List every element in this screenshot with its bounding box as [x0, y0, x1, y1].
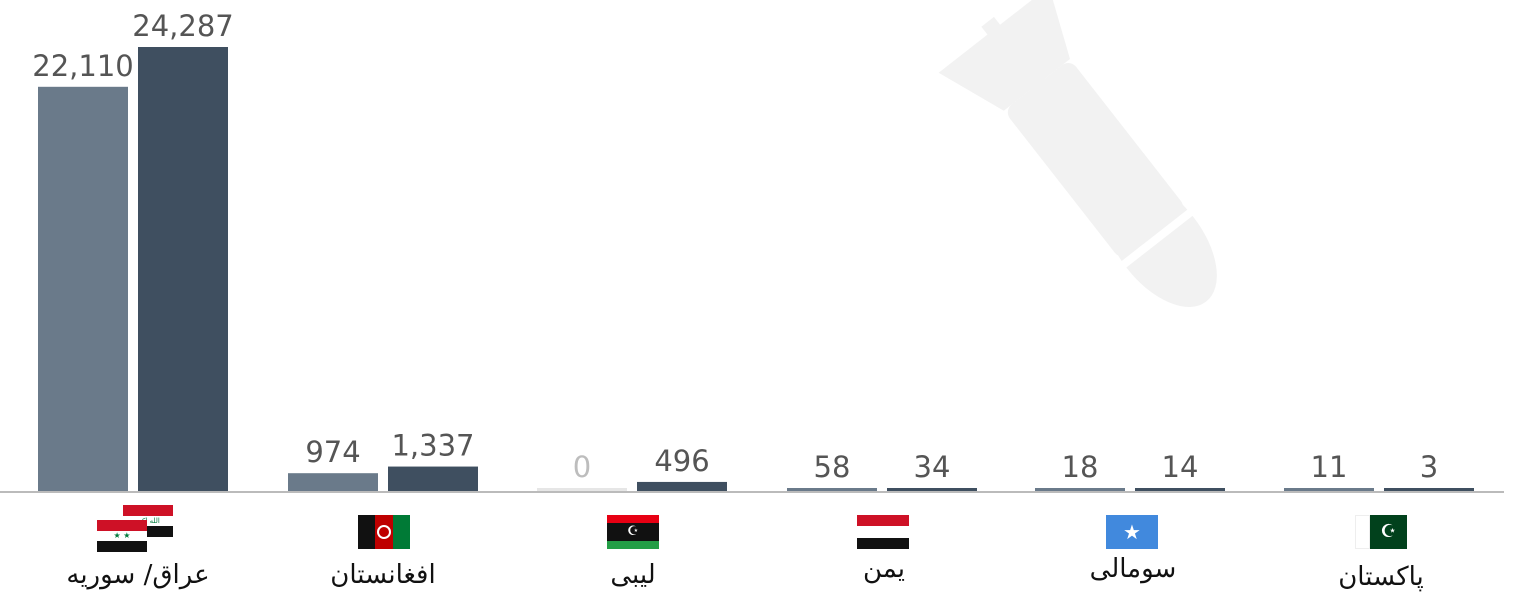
category-label-iraq-syria: عراق/ سوریه [58, 558, 218, 594]
value-label-pakistan-series-2: 3 [1420, 450, 1438, 484]
bar-pakistan-series-1 [1284, 488, 1374, 491]
category-label-pakistan: پاکستان [1304, 560, 1458, 596]
value-label-yemen-series-1: 58 [814, 450, 851, 484]
afghanistan-flag-icon [358, 515, 410, 549]
value-labels-group: 22,110 24,287 974 1,337 0 496 58 34 18 14 11 3 [32, 9, 1438, 484]
bar-somalia-series-2 [1135, 488, 1225, 491]
value-label-libya-series-1: 0 [573, 450, 591, 484]
bar-afghanistan-series-1 [288, 473, 378, 491]
yemen-flag-icon [857, 515, 909, 549]
bar-libya-series-2 [637, 481, 727, 491]
syria-flag-icon: ★ ★ [97, 520, 147, 552]
value-label-somalia-series-2: 14 [1162, 450, 1199, 484]
category-label-libya: لیبی [578, 558, 688, 594]
bar-yemen-series-2 [887, 488, 977, 491]
value-label-yemen-series-2: 34 [914, 450, 951, 484]
libya-flag-icon: ☪ [607, 515, 659, 549]
value-label-afghanistan-series-1: 974 [305, 435, 360, 469]
somalia-flag-icon: ★ [1106, 515, 1158, 549]
value-label-afghanistan-series-2: 1,337 [391, 429, 474, 463]
bar-yemen-series-1 [787, 488, 877, 491]
bar-iraq-syria-series-1 [38, 86, 128, 491]
bomb-icon [938, 0, 1217, 307]
category-label-afghanistan: افغانستان [286, 558, 480, 594]
category-label-somalia: سومالی [1058, 552, 1208, 588]
value-label-somalia-series-1: 18 [1062, 450, 1099, 484]
value-label-iraq-syria-series-1: 22,110 [32, 49, 133, 83]
value-label-libya-series-2: 496 [654, 444, 709, 478]
pakistan-flag-icon: ☪ [1355, 515, 1407, 549]
value-label-pakistan-series-1: 11 [1311, 450, 1348, 484]
bars-group [38, 47, 1474, 491]
bar-somalia-series-1 [1035, 488, 1125, 491]
category-label-yemen: یمن [820, 552, 948, 588]
bar-libya-series-1 [537, 488, 627, 491]
bar-iraq-syria-series-2 [138, 47, 228, 491]
value-label-iraq-syria-series-2: 24,287 [132, 9, 233, 43]
bar-pakistan-series-2 [1384, 488, 1474, 491]
bar-afghanistan-series-2 [388, 466, 478, 491]
iraq-flag-icon: الله اكبر [123, 505, 173, 537]
